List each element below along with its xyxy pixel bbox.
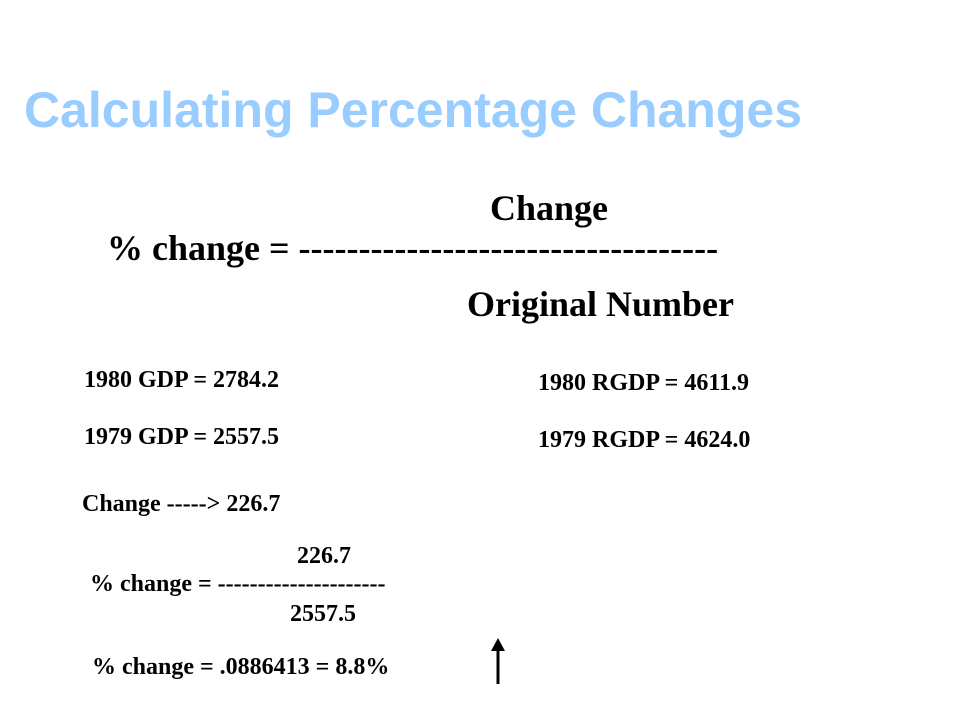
gdp-change: Change -----> 226.7 — [82, 491, 281, 517]
rgdp-1980: 1980 RGDP = 4611.9 — [538, 370, 750, 396]
calc-denominator: 2557.5 — [290, 601, 356, 627]
slide-title: Calculating Percentage Changes — [24, 82, 803, 138]
gdp-1980: 1980 GDP = 2784.2 — [84, 367, 280, 393]
up-arrow-icon — [491, 638, 505, 684]
gdp-1979: 1979 GDP = 2557.5 — [84, 424, 280, 450]
rgdp-1979: 1979 RGDP = 4624.0 — [538, 427, 751, 453]
calc-result: % change = .0886413 = 8.8% — [92, 654, 390, 680]
formula-lhs: % change = -----------------------------… — [107, 228, 719, 268]
formula-numerator: Change — [490, 188, 609, 228]
formula-denominator: Original Number — [467, 284, 734, 324]
calc-lhs: % change = --------------------- — [90, 571, 386, 597]
calc-numerator: 226.7 — [297, 543, 351, 569]
